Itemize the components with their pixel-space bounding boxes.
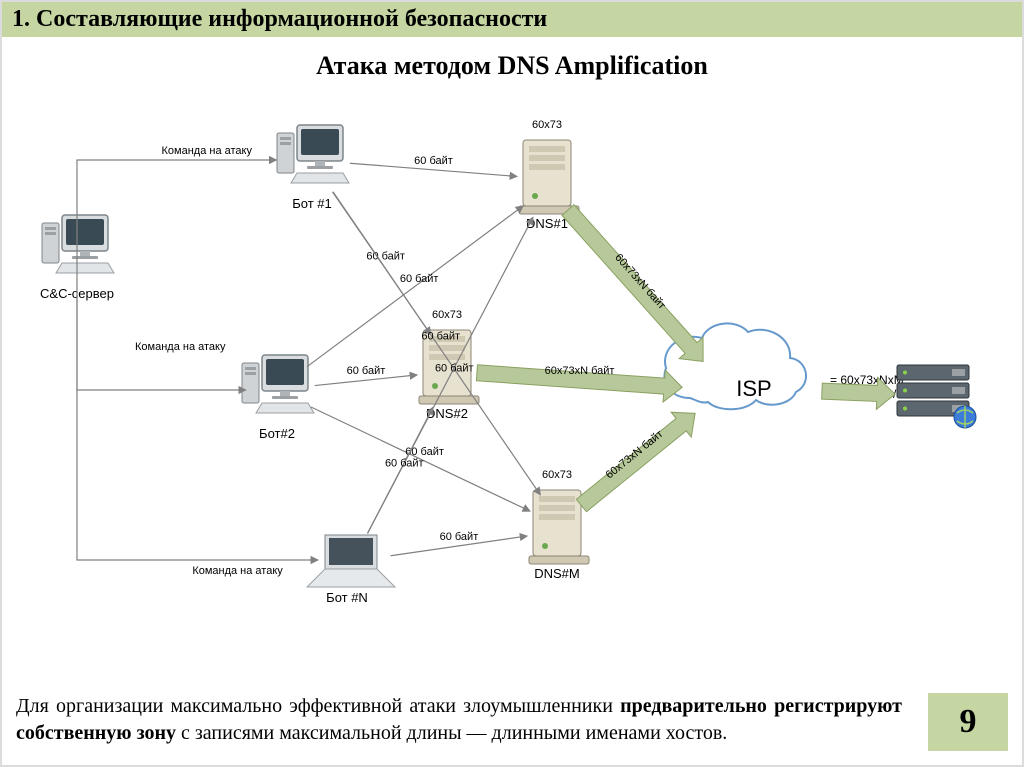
svg-text:Команда на атаку: Команда на атаку — [192, 565, 283, 577]
svg-text:60 байт: 60 байт — [421, 330, 460, 342]
svg-text:Команда на атаку: Команда на атаку — [135, 341, 226, 353]
svg-text:60 байт: 60 байт — [405, 446, 444, 458]
svg-text:Бот#2: Бот#2 — [259, 426, 295, 441]
diagram-title: Атака методом DNS Amplification — [2, 51, 1022, 81]
footer-text: Для организации максимально эффективной … — [16, 693, 902, 747]
svg-text:Команда на атаку: Команда на атаку — [162, 145, 253, 157]
svg-text:Бот #N: Бот #N — [326, 590, 368, 605]
diagram-canvas: C&C-серверБот #1Бот#2Бот #N60х73DNS#160x… — [2, 100, 1022, 660]
svg-text:60 байт: 60 байт — [366, 250, 405, 262]
svg-text:60 байт: 60 байт — [414, 155, 453, 167]
svg-text:Бот #1: Бот #1 — [292, 196, 332, 211]
svg-text:60 байт: 60 байт — [347, 365, 386, 377]
svg-text:60 байт: 60 байт — [400, 273, 439, 285]
svg-text:60 байт: 60 байт — [440, 531, 479, 543]
section-header: 1. Составляющие информационной безопасно… — [2, 2, 1022, 37]
svg-text:DNS#M: DNS#M — [534, 566, 580, 581]
svg-text:60x73: 60x73 — [542, 469, 572, 481]
svg-text:60 байт: 60 байт — [385, 457, 424, 469]
svg-text:60 байт: 60 байт — [435, 362, 474, 374]
svg-text:ISP: ISP — [736, 376, 771, 401]
svg-text:60x73xN байт: 60x73xN байт — [545, 365, 615, 377]
page: 1. Составляющие информационной безопасно… — [0, 0, 1024, 767]
page-number: 9 — [928, 693, 1008, 751]
svg-text:60x73: 60x73 — [432, 309, 462, 321]
svg-text:60х73: 60х73 — [532, 119, 562, 131]
